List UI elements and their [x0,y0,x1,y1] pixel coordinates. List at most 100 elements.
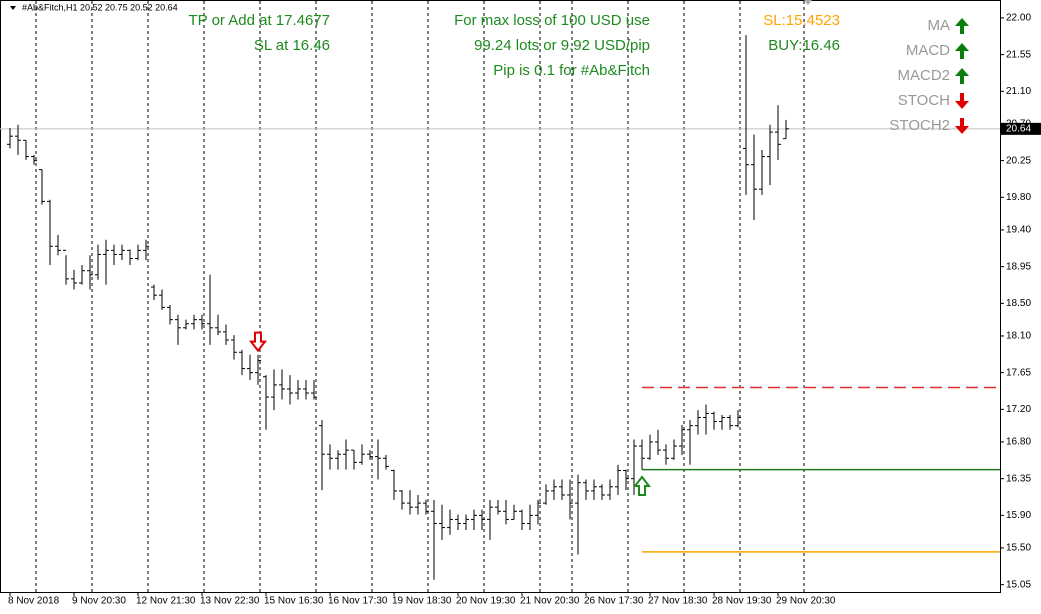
ohlc-bar [447,509,453,535]
ohlc-bar [335,450,341,470]
ohlc-bar [47,199,53,266]
ohlc-bar [63,249,69,285]
ohlc-bar [567,479,573,520]
y-tick-label: 17.20 [1006,404,1031,415]
x-tick-label: 29 Nov 20:30 [776,596,836,607]
ohlc-bar [71,269,77,290]
ohlc-bar [559,479,565,500]
ohlc-bar [111,244,117,266]
ohlc-bar [719,415,725,430]
ohlc-bar [479,509,485,531]
ohlc-bar [127,249,133,266]
indicator-label: STOCH [898,92,950,109]
ohlc-bar [431,499,437,580]
indicator-label: MA [928,17,951,34]
ohlc-bar [367,450,373,460]
ohlc-bar [583,479,589,500]
ohlc-bar [279,369,285,400]
ohlc-bar [439,504,445,540]
ohlc-bar [351,449,357,470]
ohlc-bar [7,128,13,149]
ohlc-bar [311,379,317,400]
indicator-arrow [955,118,969,134]
ohlc-bar [607,479,613,500]
ohlc-bar [551,479,557,500]
ohlc-bar [95,244,101,280]
current-price-label: 20.64 [1006,123,1031,134]
ohlc-bar [31,154,37,165]
indicator-arrow [955,18,969,34]
ohlc-bar [767,124,773,186]
annotation: SL:15.4523 [763,12,840,29]
y-tick-label: 15.50 [1006,543,1031,554]
current-price-box [1001,122,1041,135]
y-tick-label: 15.05 [1006,579,1031,590]
x-tick-label: 27 Nov 18:30 [648,596,708,607]
ohlc-bar [135,244,141,261]
ohlc-bar [391,469,397,500]
signal-arrow [632,475,652,496]
annotation: BUY:16.46 [768,37,840,54]
x-tick-label: 12 Nov 21:30 [136,596,196,607]
y-tick-label: 19.80 [1006,192,1031,203]
ohlc-bar [751,134,757,221]
ohlc-bar [415,494,421,515]
annotation: SL at 16.46 [254,37,330,54]
x-tick-label: 21 Nov 20:30 [520,596,580,607]
ohlc-bar [735,410,741,428]
ohlc-bar [327,444,333,470]
ohlc-bar [159,289,165,310]
indicator-arrow [955,43,969,59]
y-tick-label: 19.40 [1006,225,1031,236]
ohlc-bar [223,324,229,345]
ohlc-bar [487,499,493,540]
annotation: 99.24 lots or 9.92 USD/pip [474,37,650,54]
x-tick-label: 15 Nov 16:30 [264,596,324,607]
ohlc-bar [519,509,525,531]
y-tick-label: 17.65 [1006,367,1031,378]
y-tick-label: 18.50 [1006,298,1031,309]
ohlc-bar [623,469,629,491]
ohlc-bar [39,169,45,205]
x-tick-label: 9 Nov 20:30 [72,596,126,607]
ohlc-bar [295,379,301,400]
ohlc-bar [687,419,693,465]
ohlc-bar [543,484,549,505]
ohlc-bar [183,319,189,330]
y-tick-label: 21.55 [1006,49,1031,60]
x-tick-label: 13 Nov 22:30 [200,596,260,607]
ohlc-bar [591,479,597,500]
ohlc-bar [511,504,517,520]
indicator-label: STOCH2 [889,117,950,134]
ohlc-bar [199,314,205,330]
ohlc-bar [535,499,541,525]
ohlc-bar [727,415,733,430]
ohlc-bar [303,379,309,400]
ohlc-bar [711,411,717,430]
indicator-arrow [955,68,969,84]
ohlc-bar [663,444,669,465]
ohlc-bar [23,139,29,160]
ohlc-bar [119,244,125,261]
ohlc-bar [239,349,245,376]
menu-triangle[interactable] [10,6,16,10]
ohlc-bar [775,105,781,160]
chart-title: #Ab&Fitch,H1 20.52 20.75 20.52 20.64 [22,2,178,12]
x-tick-label: 16 Nov 17:30 [328,596,388,607]
x-tick-label: 19 Nov 18:30 [392,596,452,607]
ohlc-bar [215,314,221,336]
ohlc-bar [647,434,653,460]
ohlc-bar [55,234,61,256]
ohlc-bar [759,150,765,195]
y-tick-label: 22.00 [1006,13,1031,24]
ohlc-bar [743,35,749,195]
ohlc-bar [15,124,21,155]
y-tick-label: 20.25 [1006,155,1031,166]
ohlc-bar [407,490,413,515]
ohlc-bar [79,265,85,285]
signal-arrow [248,331,268,353]
ohlc-bar [423,499,429,515]
annotation: TP or Add at 17.4677 [189,12,331,29]
ohlc-bar [783,119,789,140]
